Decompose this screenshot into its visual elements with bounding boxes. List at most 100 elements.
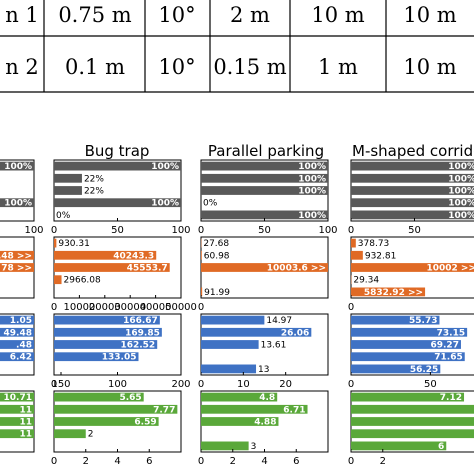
bar (201, 161, 328, 171)
bar (351, 161, 474, 171)
data-label: 100% (298, 162, 326, 172)
tick-label: 6 (293, 456, 299, 467)
data-label: 378.73 (358, 239, 390, 249)
chart-panel: 27.68 60.98 10003.6 >> 91.990 (198, 236, 329, 313)
bar (351, 404, 474, 414)
data-label: 2966.08 (64, 276, 101, 286)
data-label: 69.27 (430, 341, 458, 351)
table-cell: 10 m (403, 55, 456, 79)
bar (54, 173, 82, 183)
bar (201, 173, 328, 183)
tick-label: 4 (114, 456, 120, 467)
bar (351, 287, 426, 297)
chart-title: Bug trap (85, 142, 150, 160)
chart-panel: 1.05 49.48 .48 6.42 150 (0, 313, 71, 390)
data-label: 71.65 (434, 353, 462, 363)
data-label: 4.8 (259, 393, 275, 403)
chart-panel: .48 >>78 >>0 (0, 236, 35, 299)
tick-label: 10000 (63, 302, 95, 313)
data-label: 6.59 (134, 418, 156, 428)
tick-label: 0 (198, 302, 204, 313)
data-label: 100% (4, 199, 32, 209)
data-label: 56.25 (410, 365, 438, 375)
bar (201, 340, 259, 349)
chart-panel: 166.67 169.85 162.52 133.05 0 100 200 (51, 313, 191, 390)
tick-label: 0 (198, 225, 204, 236)
bar (201, 327, 312, 337)
tick-label: 100 (171, 225, 190, 236)
data-label: 100% (448, 211, 474, 221)
bar (201, 287, 203, 297)
tick-label: 0 (51, 379, 57, 390)
bar (201, 250, 202, 260)
data-label: 100% (448, 187, 474, 197)
bar (351, 441, 447, 451)
chart-panel: 100% 22% 22% 100% 0% 0 50 100 (51, 159, 191, 236)
bar (54, 392, 144, 402)
data-label: 100% (151, 199, 179, 209)
tick-label: 50 (111, 225, 124, 236)
tick-label: 0 (348, 456, 354, 467)
bar (54, 250, 157, 260)
data-label: 22% (84, 187, 104, 197)
data-label: 5832.92 >> (364, 288, 423, 298)
data-label: 11 (19, 430, 32, 440)
tick-label: 100 (318, 225, 337, 236)
data-label: 13 (258, 365, 269, 375)
tick-label: 0 (348, 379, 354, 390)
data-label: 0% (203, 199, 218, 209)
chart-title: Parallel parking (208, 142, 324, 160)
bar (351, 263, 474, 272)
data-label: 91.99 (204, 288, 230, 298)
tick-label: 6 (146, 456, 152, 467)
parameter-table: n 1 0.75 m 10° 2 m 10 m 10 m n 2 0.1 m 1… (0, 0, 474, 93)
chart-panel: 100% 100% 100% 100% 100% 0 50 (348, 159, 474, 236)
bar (351, 186, 474, 195)
bar (0, 340, 34, 349)
bar (351, 340, 461, 349)
bar (201, 186, 328, 195)
data-label: 1.05 (10, 316, 32, 326)
data-label: 4.88 (254, 418, 276, 428)
table-cell: 0.75 m (58, 3, 131, 27)
bar (351, 327, 468, 337)
data-label: 26.06 (281, 328, 309, 338)
tick-label: 2 (83, 456, 89, 467)
data-label: .48 >> (0, 251, 32, 261)
bar (201, 315, 265, 325)
tick-label: 50 (424, 379, 437, 390)
tick-label: 2 (230, 456, 236, 467)
bar (351, 429, 474, 439)
data-label: 60.98 (204, 251, 230, 261)
chart-panel: 10.71 11 11 11 (0, 390, 35, 453)
data-label: 13.61 (261, 341, 287, 351)
tick-label: 20000 (89, 302, 121, 313)
data-label: 40243.3 (113, 251, 154, 261)
data-label: 11 (19, 418, 32, 428)
bar (201, 392, 278, 402)
tick-label: 200 (171, 379, 190, 390)
table-cell: 10 m (311, 3, 364, 27)
table-cell: 1 m (318, 55, 358, 79)
table-cell: 0.1 m (65, 55, 125, 79)
bar (201, 441, 249, 451)
tick-label: 4 (261, 456, 267, 467)
data-label: 6.71 (283, 405, 305, 415)
data-label: 100% (151, 162, 179, 172)
bar (351, 315, 440, 325)
tick-label: 0 (348, 225, 354, 236)
tick-label: 2 (380, 456, 386, 467)
tick-label: 0 (198, 456, 204, 467)
data-label: 10.71 (4, 393, 32, 403)
table-cell: n 1 (5, 3, 39, 27)
data-label: 6 (438, 442, 444, 452)
data-label: 162.52 (120, 341, 155, 351)
data-label: 45553.7 (127, 264, 168, 274)
bar (201, 417, 279, 426)
data-label: 5.65 (119, 393, 141, 403)
data-label: 22% (84, 174, 104, 184)
bar (54, 352, 139, 362)
data-label: 11 (19, 405, 32, 415)
